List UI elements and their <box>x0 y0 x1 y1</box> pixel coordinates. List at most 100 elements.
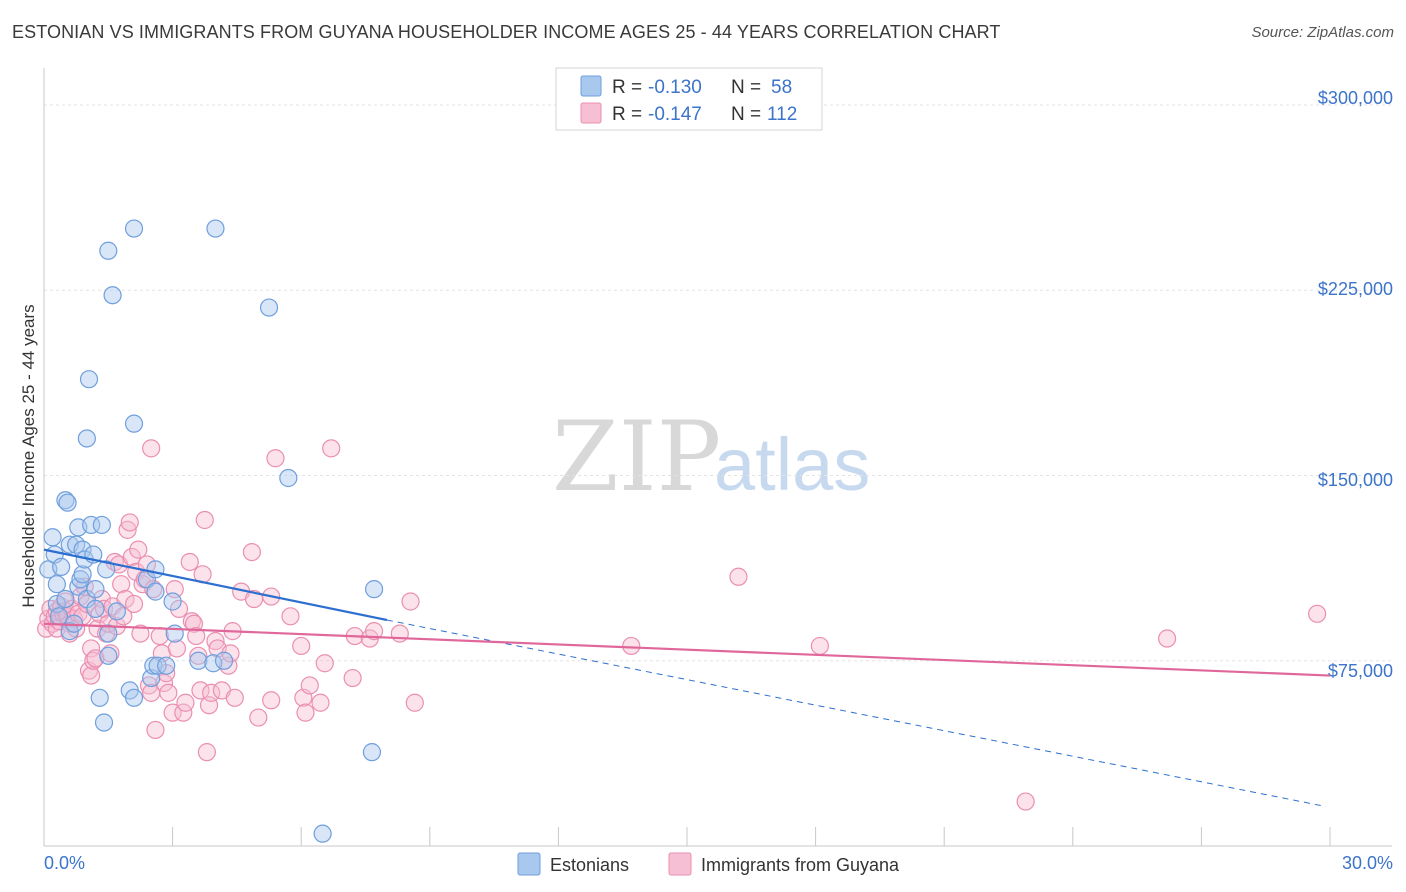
estonians-point-27 <box>90 688 109 707</box>
estonians-point-37 <box>124 219 144 238</box>
estonians-point-53 <box>259 298 279 317</box>
estonians-point-31 <box>99 241 118 260</box>
legend-r-label-guyana: R = <box>612 104 642 125</box>
estonians-point-22 <box>79 370 99 389</box>
estonians-point-55 <box>313 824 332 843</box>
estonians-point-34 <box>103 286 122 305</box>
trend-line-guyana <box>43 622 1331 677</box>
guyana-point-57 <box>150 626 169 646</box>
estonians-point-54 <box>279 468 298 488</box>
guyana-point-55 <box>144 580 163 599</box>
series-legend: Estonians Immigrants from Guyana <box>517 852 900 876</box>
estonians-point-48 <box>165 624 184 643</box>
legend-r-label-estonians: R = <box>612 77 642 98</box>
guyana-point-83 <box>221 644 240 663</box>
guyana-point-43 <box>120 513 139 532</box>
guyana-point-97 <box>300 676 319 695</box>
guyana-point-92 <box>266 449 285 468</box>
estonians-point-50 <box>189 651 208 670</box>
estonians-point-57 <box>362 743 382 762</box>
legend-swatch-guyana <box>580 102 602 124</box>
estonians-point-47 <box>163 592 182 611</box>
guyana-point-75 <box>195 510 214 530</box>
estonians-point-1 <box>43 528 62 547</box>
trend-lines <box>43 548 1331 807</box>
guyana-point-96 <box>296 703 315 722</box>
bottom-legend-label-estonians: Estonians <box>550 855 629 875</box>
guyana-point-42 <box>118 520 137 539</box>
guyana-point-41 <box>116 589 135 609</box>
estonians-point-35 <box>107 602 126 621</box>
guyana-point-73 <box>191 681 210 700</box>
guyana-point-48 <box>131 624 150 643</box>
legend-n-label-guyana: N = <box>731 104 761 125</box>
estonians-point-38 <box>124 414 144 433</box>
guyana-point-39 <box>112 575 131 594</box>
guyana-point-79 <box>206 631 225 651</box>
estonians-point-26 <box>86 599 105 618</box>
watermark-atlas: atlas <box>714 423 870 506</box>
estonians-point-6 <box>52 557 71 577</box>
estonians-point-51 <box>204 654 223 673</box>
guyana-point-112 <box>1158 629 1177 648</box>
legend-n-label-estonians: N = <box>731 77 761 98</box>
estonians-point-25 <box>86 580 105 599</box>
estonians-point-17 <box>73 565 92 584</box>
guyana-point-72 <box>189 646 208 665</box>
guyana-point-61 <box>159 683 178 702</box>
x-ticks <box>172 827 1331 846</box>
guyana-point-109 <box>729 567 748 586</box>
guyana-point-107 <box>405 693 424 712</box>
guyana-point-62 <box>163 703 182 722</box>
estonians-point-52 <box>214 651 234 670</box>
guyana-point-64 <box>167 639 186 658</box>
guyana-point-65 <box>169 599 189 618</box>
guyana-point-104 <box>364 622 384 641</box>
estonians-point-46 <box>157 656 176 675</box>
guyana-point-89 <box>249 708 268 727</box>
guyana-point-98 <box>311 693 330 712</box>
series-immigrants-from-guyana <box>37 439 1327 811</box>
legend-n-value-guyana: 112 <box>767 104 797 125</box>
guyana-point-93 <box>281 607 300 626</box>
x-tick-label-min: 0.0% <box>44 853 85 873</box>
guyana-point-34 <box>101 644 120 663</box>
gridlines <box>44 104 1392 662</box>
guyana-point-45 <box>124 594 144 614</box>
y-tick-labels: $300,000 $225,000 $150,000 $75,000 <box>1318 88 1393 681</box>
estonians-point-9 <box>58 493 77 512</box>
legend-swatch-estonians <box>580 75 602 97</box>
guyana-point-44 <box>122 547 141 567</box>
estonians-point-42 <box>144 656 163 675</box>
trend-line-estonians <box>43 548 388 622</box>
estonians-point-20 <box>77 429 96 448</box>
estonians-point-23 <box>82 515 101 535</box>
guyana-point-78 <box>202 683 221 702</box>
estonians-point-29 <box>94 713 114 732</box>
guyana-point-56 <box>146 720 165 740</box>
estonians-point-7 <box>56 589 75 609</box>
guyana-point-108 <box>622 636 641 656</box>
guyana-point-67 <box>176 693 195 712</box>
estonians-point-5 <box>49 607 69 626</box>
estonians-point-49 <box>206 219 225 238</box>
y-axis-title: Householder Income Ages 25 - 44 years <box>19 304 38 607</box>
chart-title: ESTONIAN VS IMMIGRANTS FROM GUYANA HOUSE… <box>12 22 1001 42</box>
bottom-legend-swatch-estonians <box>517 852 541 876</box>
y-tick-label-225000: $225,000 <box>1318 279 1393 299</box>
watermark-zip: ZIP <box>552 401 721 513</box>
guyana-point-51 <box>137 555 156 574</box>
guyana-point-25 <box>82 666 101 685</box>
estonians-point-39 <box>124 688 144 707</box>
y-tick-label-300000: $300,000 <box>1318 88 1393 108</box>
estonians-point-33 <box>99 646 118 665</box>
guyana-point-52 <box>139 676 159 695</box>
guyana-point-91 <box>262 691 281 710</box>
bottom-legend-swatch-guyana <box>668 852 692 876</box>
guyana-point-106 <box>401 592 420 611</box>
guyana-point-47 <box>129 540 148 559</box>
y-tick-label-150000: $150,000 <box>1318 470 1393 490</box>
estonians-point-43 <box>146 582 165 601</box>
guyana-point-71 <box>187 626 206 646</box>
